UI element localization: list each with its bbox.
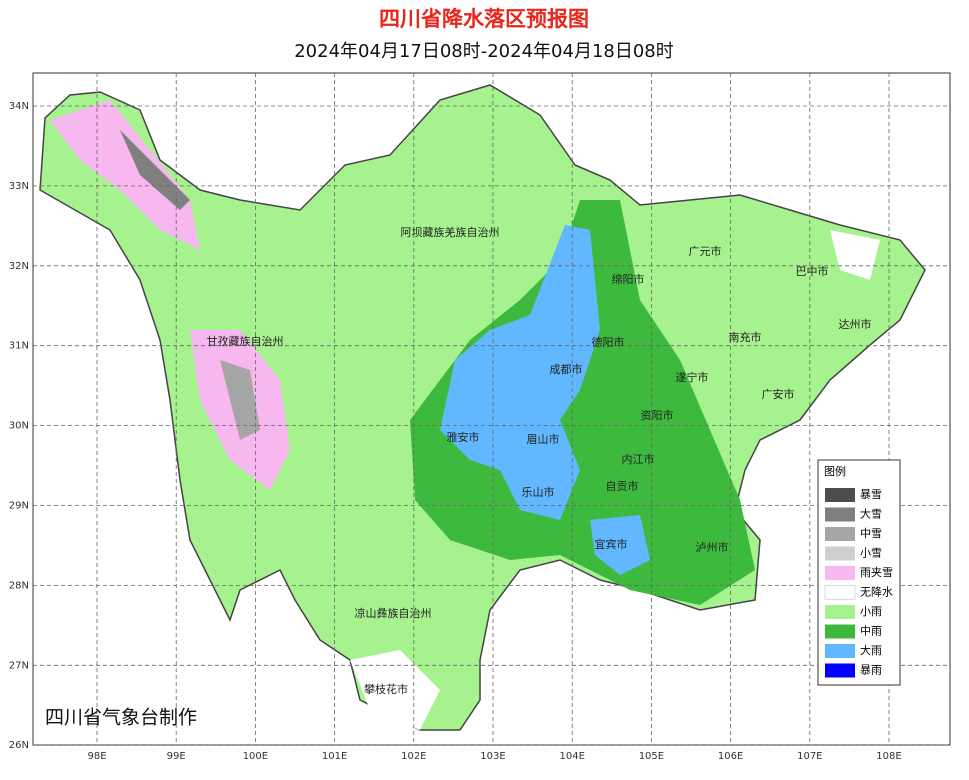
legend-label: 暴雨 <box>860 664 882 677</box>
city-label: 成都市 <box>550 362 583 376</box>
legend-swatch <box>825 644 855 658</box>
credit: 四川省气象台制作 <box>45 707 197 729</box>
lon-tick-label: 108E <box>876 751 901 762</box>
city-label: 遂宁市 <box>676 370 709 384</box>
lon-tick-label: 102E <box>401 751 426 762</box>
lat-tick-label: 31N <box>9 341 29 352</box>
city-label: 乐山市 <box>522 485 555 499</box>
lon-tick-label: 105E <box>639 751 664 762</box>
lon-tick-label: 103E <box>480 751 505 762</box>
city-label: 南充市 <box>729 330 762 344</box>
lon-tick-label: 104E <box>559 751 584 762</box>
lat-tick-label: 33N <box>9 181 29 192</box>
city-label: 绵阳市 <box>612 272 645 286</box>
city-label: 雅安市 <box>447 430 480 444</box>
legend-label: 小雨 <box>860 605 882 618</box>
legend-swatch <box>825 566 855 580</box>
legend-swatch <box>825 663 855 678</box>
city-label: 达州市 <box>839 317 872 331</box>
lon-tick-label: 98E <box>87 751 106 762</box>
legend-label: 中雪 <box>860 527 882 540</box>
lon-tick-label: 107E <box>797 751 822 762</box>
legend-label: 雨夹雪 <box>860 566 893 579</box>
city-label: 内江市 <box>622 452 655 466</box>
lat-tick-label: 30N <box>9 421 29 432</box>
legend-swatch <box>824 585 856 600</box>
legend-swatch <box>825 605 855 619</box>
province <box>39 84 926 731</box>
legend-swatch <box>825 624 855 639</box>
legend-title: 图例 <box>824 464 846 478</box>
legend-label: 暴雪 <box>860 488 882 501</box>
lon-tick-label: 106E <box>718 751 743 762</box>
lat-tick-label: 28N <box>9 580 29 591</box>
city-label: 广安市 <box>762 387 795 401</box>
lat-tick-label: 27N <box>9 660 29 671</box>
legend-swatch <box>825 507 855 522</box>
legend-swatch <box>825 527 855 541</box>
graticule: 98E 99E 100E 101E 102E 103E 104E 105E 106E 107E 10… <box>9 73 950 762</box>
city-label: 自贡市 <box>606 479 639 493</box>
lon-tick-label: 99E <box>167 751 186 762</box>
city-label: 眉山市 <box>527 432 560 446</box>
city-label: 宜宾市 <box>595 537 628 551</box>
lat-tick-label: 32N <box>9 261 29 272</box>
legend-label: 中雨 <box>860 625 882 638</box>
city-label: 甘孜藏族自治州 <box>207 334 284 348</box>
lat-tick-label: 26N <box>9 740 29 751</box>
title: 四川省降水落区预报图 <box>379 7 589 31</box>
city-label: 德阳市 <box>592 335 625 349</box>
city-label: 阿坝藏族羌族自治州 <box>401 225 500 239</box>
lat-tick-label: 29N <box>9 501 29 512</box>
lon-tick-label: 101E <box>322 751 347 762</box>
city-label: 泸州市 <box>696 540 729 554</box>
legend-swatch <box>825 488 855 502</box>
legend-swatch <box>825 546 855 561</box>
legend-label: 大雪 <box>860 507 882 521</box>
legend-label: 小雪 <box>860 547 882 560</box>
lon-tick-label: 100E <box>243 751 268 762</box>
legend-label: 大雨 <box>860 643 882 657</box>
legend-label: 无降水 <box>860 585 893 599</box>
city-labels: 阿坝藏族羌族自治州 广元市 巴中市 绵阳市 达州市 甘孜藏族自治州 南充市 德阳… <box>207 225 872 696</box>
subtitle: 2024年04月17日08时-2024年04月18日08时 <box>294 41 674 62</box>
city-label: 广元市 <box>689 244 722 258</box>
city-label: 资阳市 <box>641 408 674 422</box>
city-label: 攀枝花市 <box>364 682 408 696</box>
city-label: 凉山彝族自治州 <box>355 606 432 620</box>
lat-tick-label: 34N <box>9 101 29 112</box>
city-label: 巴中市 <box>796 264 829 278</box>
